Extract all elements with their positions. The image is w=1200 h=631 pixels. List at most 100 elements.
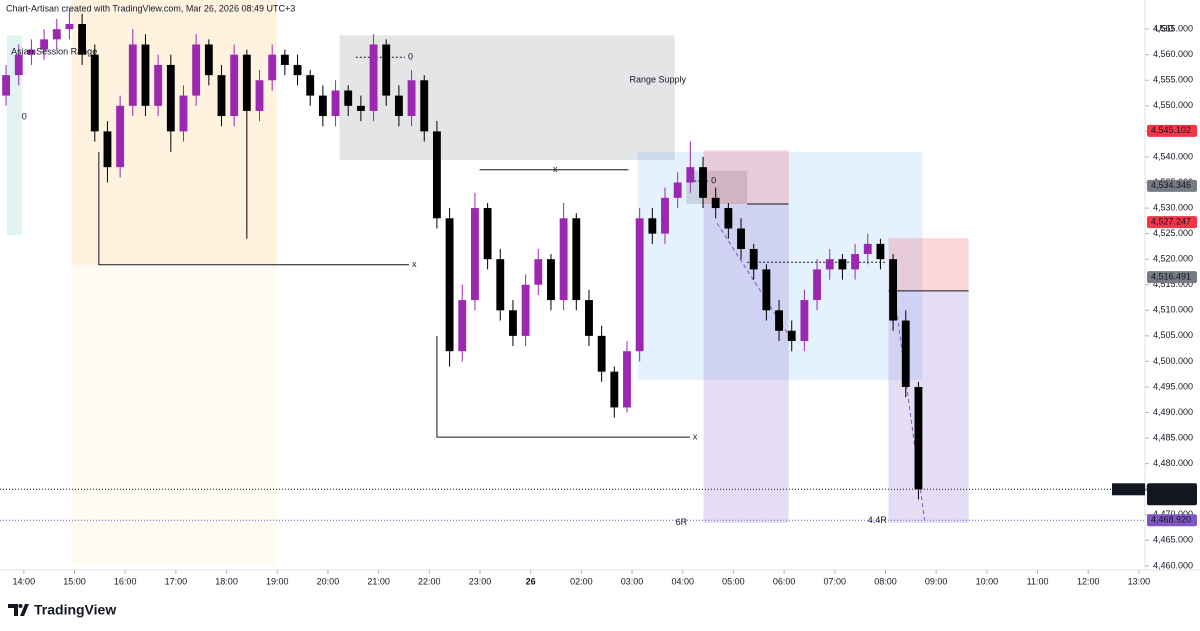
y-tick-label: 4,565.000 bbox=[1153, 24, 1193, 34]
x-tick-label: 10:00 bbox=[976, 576, 999, 586]
candle-body bbox=[154, 64, 163, 106]
x-tick-label: 11:00 bbox=[1027, 576, 1049, 586]
candle-body bbox=[509, 310, 517, 336]
last-price-label: 4,474.985 bbox=[1151, 484, 1191, 494]
x-tick-label: 05:00 bbox=[722, 576, 745, 586]
zone bbox=[703, 150, 789, 204]
x-tick-label: 20:00 bbox=[317, 576, 340, 586]
y-tick-label: 4,465.000 bbox=[1153, 535, 1193, 545]
y-tick-label: 4,510.000 bbox=[1153, 305, 1193, 315]
annotation: Range Supply bbox=[630, 75, 687, 85]
y-tick-label: 4,525.000 bbox=[1153, 228, 1193, 238]
zone bbox=[7, 35, 22, 236]
candle-body bbox=[179, 95, 188, 132]
candle-body bbox=[648, 218, 657, 234]
candle-body bbox=[293, 64, 302, 76]
last-price-badge bbox=[1147, 483, 1197, 506]
y-tick-label: 4,460.000 bbox=[1153, 560, 1193, 570]
candle-body bbox=[737, 228, 745, 249]
candle-body bbox=[14, 54, 23, 76]
candle-body bbox=[78, 24, 87, 55]
zone bbox=[637, 151, 923, 380]
zone bbox=[703, 203, 789, 523]
drawing-line bbox=[98, 151, 410, 266]
candle-body bbox=[280, 54, 289, 65]
candle-body bbox=[318, 95, 327, 117]
x-tick-label: 14:00 bbox=[13, 576, 36, 586]
plot-area: Asian Session Range Range Supply 0 0 0 x x x 6R 4… bbox=[0, 0, 1145, 566]
annotation: 0 bbox=[711, 175, 716, 185]
candle-body bbox=[103, 131, 112, 168]
logo: TradingView bbox=[8, 602, 116, 618]
candle-body bbox=[471, 208, 479, 301]
candle-body bbox=[407, 80, 416, 117]
candle-body bbox=[331, 90, 340, 117]
x-tick-label: 09:00 bbox=[925, 576, 948, 586]
candle-body bbox=[141, 44, 150, 106]
y-tick-label: 4,555.000 bbox=[1153, 75, 1193, 85]
currency: USD bbox=[1155, 23, 1175, 33]
candle-body bbox=[496, 259, 505, 311]
candle-body bbox=[876, 243, 885, 260]
candle-body bbox=[306, 75, 315, 96]
candle-body bbox=[635, 218, 644, 352]
x-tick-label: 22:00 bbox=[418, 576, 441, 586]
candle-body bbox=[432, 131, 441, 219]
candle-body bbox=[699, 167, 707, 198]
y-tick-label: 4,515.000 bbox=[1153, 279, 1193, 289]
candle-body bbox=[458, 300, 467, 352]
candle-body bbox=[775, 310, 783, 331]
candle-body bbox=[623, 351, 631, 408]
price-badge bbox=[1147, 179, 1197, 192]
symbol-badge bbox=[1112, 483, 1145, 496]
x-tick-label: 16:00 bbox=[114, 576, 137, 586]
x-tick-label: 02:00 bbox=[570, 576, 593, 586]
candle-body bbox=[52, 29, 61, 40]
candle-body bbox=[192, 44, 201, 96]
x-tick-label: 21:00 bbox=[367, 576, 390, 586]
price-badge bbox=[1147, 271, 1197, 284]
candle-body bbox=[559, 218, 568, 301]
x-tick-label: 03:00 bbox=[621, 576, 644, 586]
candle-body bbox=[382, 44, 391, 96]
price-badge bbox=[1147, 514, 1197, 527]
candle-body bbox=[534, 259, 543, 285]
candle-body bbox=[369, 44, 378, 111]
candle-body bbox=[242, 54, 251, 111]
candle-body bbox=[116, 105, 125, 168]
candle-body bbox=[483, 208, 492, 260]
y-tick-label: 4,550.000 bbox=[1153, 100, 1193, 110]
candle-body bbox=[166, 64, 175, 132]
candle-body bbox=[762, 269, 771, 311]
candle-body bbox=[724, 208, 733, 229]
y-tick-label: 4,490.000 bbox=[1153, 407, 1193, 417]
annotation: 0 bbox=[408, 52, 413, 62]
brand: TradingView bbox=[34, 602, 116, 618]
annotation: x bbox=[693, 431, 698, 441]
x-tick-label: 15:00 bbox=[63, 576, 86, 586]
candle-body bbox=[445, 218, 454, 352]
candle-body bbox=[673, 182, 682, 198]
x-tick-label: 13:00 bbox=[1128, 576, 1151, 586]
candle-body bbox=[597, 335, 606, 372]
x-tick-label: 06:00 bbox=[773, 576, 796, 586]
x-tick-label: 17:00 bbox=[165, 576, 188, 586]
y-tick-label: 4,485.000 bbox=[1153, 432, 1193, 442]
zone bbox=[71, 264, 277, 566]
price-badge bbox=[1147, 124, 1197, 137]
candle-body bbox=[255, 80, 264, 111]
x-tick-label: 04:00 bbox=[671, 576, 694, 586]
candle-body bbox=[889, 259, 898, 321]
candle-body bbox=[547, 259, 555, 301]
candle-body bbox=[610, 371, 619, 408]
candle-body bbox=[585, 300, 593, 336]
x-tick-label: 19:00 bbox=[266, 576, 289, 586]
y-tick-label: 4,560.000 bbox=[1153, 49, 1193, 59]
x-tick-label: 12:00 bbox=[1077, 576, 1100, 586]
price-badge-label: 4,534.346 bbox=[1151, 180, 1191, 190]
candle-body bbox=[813, 269, 821, 301]
annotation: x bbox=[412, 259, 417, 269]
x-tick-label: 23:00 bbox=[469, 576, 492, 586]
annotation: Asian Session Range bbox=[11, 47, 97, 57]
